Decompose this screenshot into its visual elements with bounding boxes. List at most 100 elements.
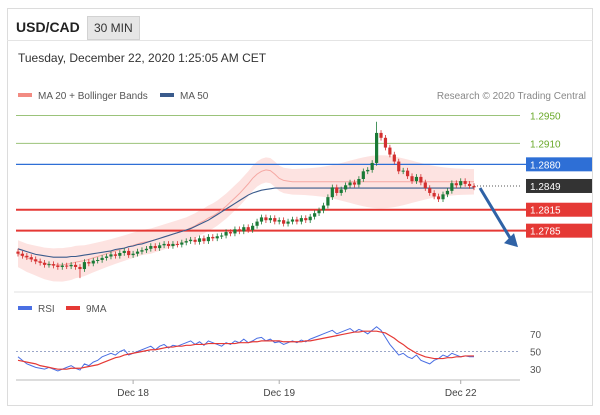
candle-body: [401, 170, 405, 172]
rsi-legend-swatch: [18, 306, 32, 310]
rsi-panel: 70 50 30: [16, 326, 542, 376]
candle-body: [273, 218, 277, 222]
candle-body: [233, 229, 237, 234]
forecast-arrow-line: [478, 187, 514, 242]
candle-body: [335, 187, 339, 193]
candle-body: [282, 220, 286, 224]
chart-timestamp: Tuesday, December 22, 2020 1:25:05 AM CE…: [18, 51, 267, 65]
candle-body: [171, 243, 175, 247]
candle-body: [180, 242, 184, 245]
candle-body: [472, 185, 476, 188]
candle-body: [162, 243, 166, 246]
candle-body: [202, 238, 206, 242]
candle-body: [135, 251, 140, 254]
candle-body: [100, 257, 104, 260]
ma50-line: [17, 187, 474, 258]
candle-body: [206, 236, 210, 242]
timeframe-button[interactable]: 30 MIN: [87, 16, 140, 40]
level-tag-1.2849: [526, 178, 592, 193]
level-label-1.2910: 1.2910: [530, 139, 561, 150]
candle-body: [370, 162, 374, 170]
candle-body: [383, 137, 388, 148]
ma9-legend-swatch: [66, 306, 80, 310]
candle-body: [299, 218, 303, 222]
candle-body: [321, 205, 326, 211]
candle-body: [131, 253, 135, 256]
candle-body: [339, 189, 343, 193]
ma50-legend-swatch: [160, 93, 174, 97]
candle-body: [352, 182, 357, 185]
candle-body: [242, 227, 246, 232]
candle-body: [428, 188, 432, 193]
candle-body: [246, 227, 250, 230]
research-credit: Research © 2020 Trading Central: [437, 91, 586, 102]
candle-body: [127, 250, 131, 256]
rsi-legend-label: RSI: [38, 304, 55, 315]
candle-body: [104, 256, 109, 258]
forecast-arrow-head: [504, 233, 518, 248]
candle-body: [414, 176, 419, 182]
candle-body: [113, 254, 117, 256]
candle-body: [16, 251, 20, 254]
candle-body: [91, 260, 95, 264]
candle-body: [73, 264, 78, 267]
candle-body: [153, 246, 157, 249]
candle-body: [140, 250, 144, 252]
candle-body: [220, 235, 224, 237]
candle-body: [459, 181, 463, 186]
candle-body: [304, 218, 308, 221]
candle-body: [344, 185, 348, 190]
candle-body: [463, 181, 467, 184]
candle-body: [445, 190, 450, 195]
candle-body: [118, 253, 122, 256]
rsi-tick-70: 70: [530, 330, 542, 341]
candle-body: [264, 217, 268, 221]
x-tick-label: Dec 19: [263, 388, 295, 399]
candle-body: [197, 238, 202, 242]
ma9-legend-label: 9MA: [86, 304, 107, 315]
candle-body: [361, 171, 365, 179]
candle-body: [410, 176, 414, 182]
candle-body: [454, 183, 458, 186]
candle-body: [251, 225, 255, 230]
candle-body: [51, 264, 56, 266]
ma20-line: [17, 169, 474, 266]
candle-body: [29, 257, 33, 260]
candle-body: [326, 197, 330, 206]
candle-body: [277, 220, 281, 222]
candle-body: [375, 132, 379, 163]
candle-body: [25, 255, 29, 258]
candle-body: [423, 182, 427, 189]
x-axis: Dec 18 Dec 19 Dec 22: [117, 380, 477, 399]
candle-body: [397, 161, 401, 172]
candle-body: [166, 243, 171, 247]
candle-body: [290, 219, 295, 222]
x-tick-label: Dec 22: [445, 388, 477, 399]
candle-body: [82, 262, 87, 270]
candle-body: [432, 192, 436, 197]
level-label-1.2785: 1.2785: [530, 227, 561, 238]
candle-body: [330, 187, 334, 198]
candle-body: [211, 236, 215, 239]
level-tag-1.2880: [526, 157, 592, 172]
candle-body: [87, 262, 91, 264]
ma20-legend-swatch: [18, 93, 32, 97]
candle-body: [69, 264, 73, 267]
x-tick-label: Dec 18: [117, 388, 149, 399]
candle-body: [189, 239, 193, 242]
candle-body: [96, 259, 100, 261]
candle-body: [42, 262, 47, 265]
candle-body: [34, 259, 38, 262]
price-panel: 1.2950 1.2910 1.2880 1.2849 1.2815 1.2785: [16, 111, 592, 282]
candle-body: [308, 216, 312, 221]
candle-body: [47, 264, 51, 266]
candle-body: [193, 239, 197, 242]
level-label-1.2815: 1.2815: [530, 206, 561, 217]
candle-body: [144, 248, 148, 251]
rsi-tick-50: 50: [530, 348, 542, 359]
candle-body: [237, 229, 241, 232]
candle-body: [388, 147, 392, 155]
candle-body: [436, 196, 441, 200]
level-label-1.2880: 1.2880: [530, 160, 561, 171]
